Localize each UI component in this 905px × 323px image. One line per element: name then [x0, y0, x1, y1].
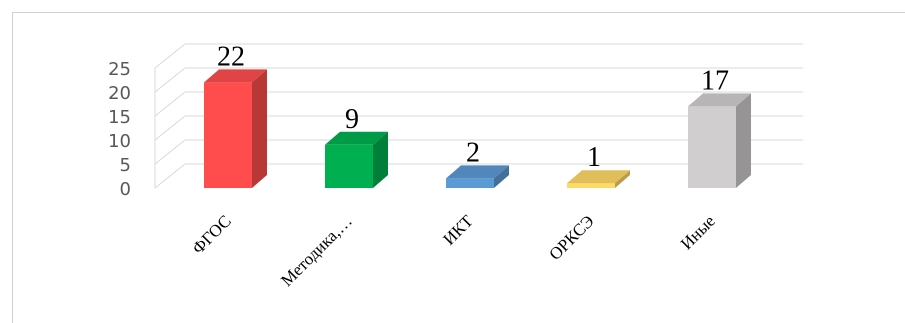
- category-label: ИКТ: [439, 211, 477, 249]
- bar-front: [204, 82, 252, 188]
- bars: [204, 69, 751, 188]
- y-tick-label: 0: [120, 179, 131, 200]
- bar-front: [567, 183, 615, 188]
- bar-front: [688, 106, 736, 188]
- bar: [204, 69, 267, 188]
- y-tick-label: 10: [108, 131, 131, 152]
- bar: [688, 93, 751, 188]
- category-label: Иные: [677, 211, 719, 253]
- y-tick-label: 15: [108, 107, 131, 128]
- y-axis: 0 5 10 15 20 25: [108, 59, 131, 200]
- data-label: 2: [466, 137, 480, 168]
- bar-front: [446, 178, 494, 188]
- data-label: 1: [587, 142, 601, 173]
- data-label: 22: [217, 41, 245, 72]
- gridline: [155, 44, 803, 68]
- bar: [325, 132, 388, 188]
- bar-front: [325, 145, 373, 188]
- category-labels: ФГОС Методика,… ИКТ ОРКСЭ Иные: [188, 211, 718, 290]
- y-tick-label: 25: [108, 59, 131, 80]
- y-tick-label: 5: [120, 155, 131, 176]
- category-label: ОРКСЭ: [545, 211, 597, 263]
- data-label: 9: [345, 104, 359, 135]
- value-labels: 22 9 2 1 17: [217, 41, 729, 173]
- data-label: 17: [701, 65, 729, 96]
- category-label: Методика,…: [277, 211, 356, 290]
- bar-side: [736, 93, 751, 188]
- category-label: ФГОС: [188, 211, 234, 257]
- bar-side: [252, 69, 267, 188]
- bar: [446, 165, 509, 188]
- y-tick-label: 20: [108, 83, 131, 104]
